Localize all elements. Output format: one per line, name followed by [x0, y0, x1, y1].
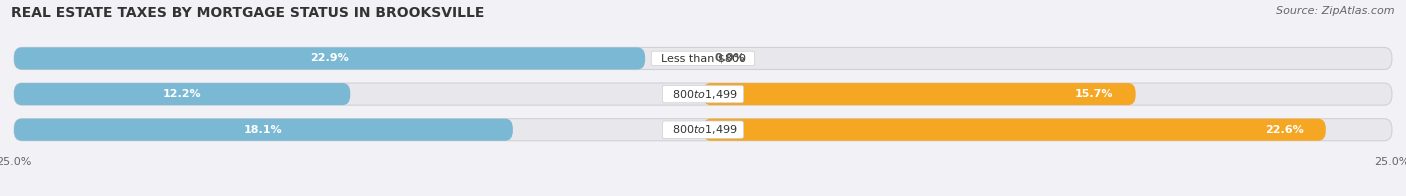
Text: 12.2%: 12.2%: [163, 89, 201, 99]
FancyBboxPatch shape: [14, 83, 350, 105]
FancyBboxPatch shape: [14, 47, 1392, 70]
FancyBboxPatch shape: [703, 119, 1326, 141]
FancyBboxPatch shape: [703, 83, 1136, 105]
Text: $800 to $1,499: $800 to $1,499: [665, 123, 741, 136]
Text: 22.6%: 22.6%: [1265, 125, 1303, 135]
Text: 0.0%: 0.0%: [714, 54, 745, 64]
Text: 18.1%: 18.1%: [245, 125, 283, 135]
Text: 22.9%: 22.9%: [311, 54, 349, 64]
FancyBboxPatch shape: [14, 83, 1392, 105]
Text: REAL ESTATE TAXES BY MORTGAGE STATUS IN BROOKSVILLE: REAL ESTATE TAXES BY MORTGAGE STATUS IN …: [11, 6, 485, 20]
FancyBboxPatch shape: [14, 119, 1392, 141]
FancyBboxPatch shape: [14, 47, 645, 70]
Text: Source: ZipAtlas.com: Source: ZipAtlas.com: [1277, 6, 1395, 16]
Text: 15.7%: 15.7%: [1076, 89, 1114, 99]
FancyBboxPatch shape: [14, 119, 513, 141]
Text: Less than $800: Less than $800: [654, 54, 752, 64]
Text: $800 to $1,499: $800 to $1,499: [665, 88, 741, 101]
